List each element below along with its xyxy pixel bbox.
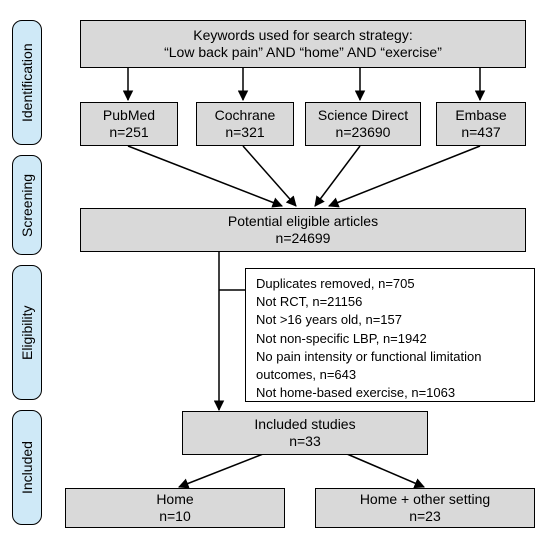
included-label: Included studies <box>254 416 355 434</box>
home-label: Home <box>156 491 193 509</box>
home-box: Home n=10 <box>65 488 285 528</box>
db-n: n=437 <box>461 124 500 142</box>
stage-label: Screening <box>19 173 35 236</box>
stage-screening: Screening <box>12 155 42 255</box>
keywords-box: Keywords used for search strategy: “Low … <box>80 20 526 68</box>
keywords-line2: “Low back pain” AND “home” AND “exercise… <box>164 44 442 62</box>
potential-eligible-box: Potential eligible articles n=24699 <box>80 208 526 252</box>
home-other-label: Home + other setting <box>360 491 490 509</box>
keywords-line1: Keywords used for search strategy: <box>193 27 412 45</box>
stage-label: Included <box>19 441 35 494</box>
home-n: n=10 <box>159 508 191 526</box>
db-pubmed: PubMed n=251 <box>80 102 178 146</box>
stage-label: Identification <box>19 43 35 122</box>
home-other-n: n=23 <box>409 508 441 526</box>
stage-eligibility: Eligibility <box>12 265 42 400</box>
stage-included: Included <box>12 410 42 525</box>
excl-line: Not RCT, n=21156 <box>256 293 524 311</box>
db-name: Science Direct <box>318 107 408 125</box>
excl-line: Not non-specific LBP, n=1942 <box>256 330 524 348</box>
excl-line: outcomes, n=643 <box>256 366 524 384</box>
db-embase: Embase n=437 <box>436 102 526 146</box>
potential-label: Potential eligible articles <box>228 213 378 231</box>
db-n: n=321 <box>225 124 264 142</box>
exclusions-box: Duplicates removed, n=705 Not RCT, n=211… <box>245 268 535 402</box>
db-n: n=251 <box>109 124 148 142</box>
excl-line: Not home-based exercise, n=1063 <box>256 384 524 402</box>
db-name: Embase <box>455 107 506 125</box>
db-n: n=23690 <box>336 124 391 142</box>
db-cochrane: Cochrane n=321 <box>196 102 294 146</box>
stage-label: Eligibility <box>19 305 35 359</box>
stage-identification: Identification <box>12 20 42 145</box>
excl-line: Duplicates removed, n=705 <box>256 275 524 293</box>
db-name: PubMed <box>103 107 155 125</box>
included-n: n=33 <box>289 433 321 451</box>
db-science-direct: Science Direct n=23690 <box>305 102 421 146</box>
included-box: Included studies n=33 <box>182 411 428 455</box>
home-other-box: Home + other setting n=23 <box>315 488 535 528</box>
db-name: Cochrane <box>215 107 276 125</box>
excl-line: No pain intensity or functional limitati… <box>256 348 524 366</box>
potential-n: n=24699 <box>276 230 331 248</box>
excl-line: Not >16 years old, n=157 <box>256 311 524 329</box>
